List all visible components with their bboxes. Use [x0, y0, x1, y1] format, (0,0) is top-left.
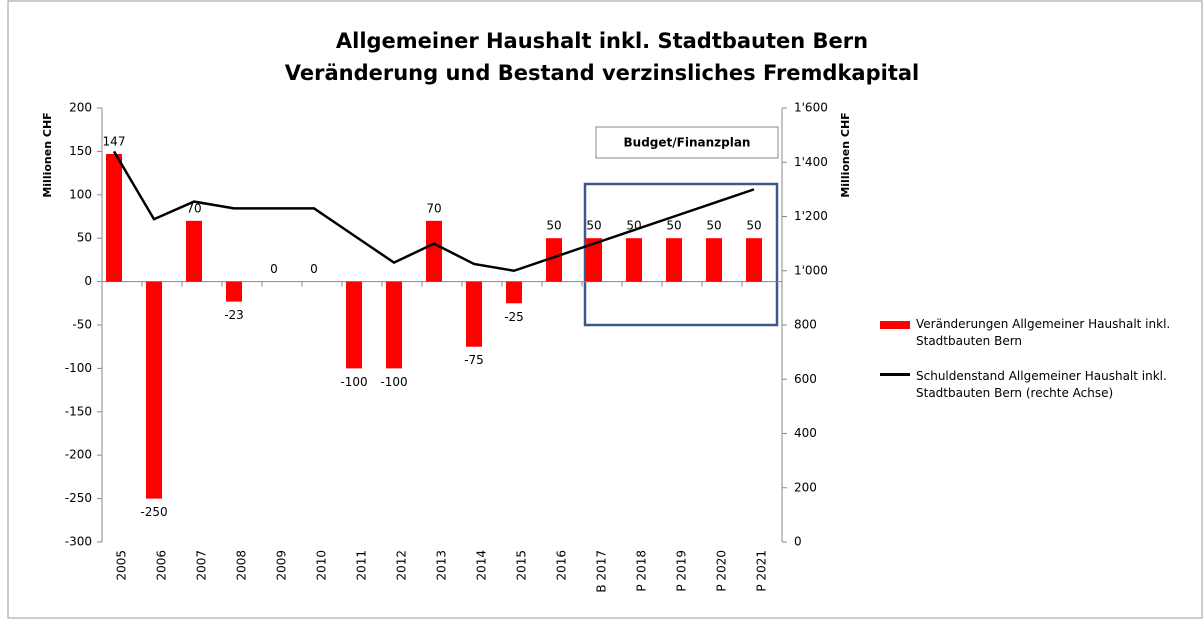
y-tick-label: 50 — [77, 231, 92, 245]
y2-tick-label: 800 — [794, 318, 817, 332]
y2-tick-label: 0 — [794, 535, 802, 549]
bar — [466, 281, 482, 347]
bar — [666, 238, 682, 282]
data-label: 0 — [270, 262, 278, 276]
bar — [586, 238, 602, 282]
y2-tick-label: 1'200 — [794, 209, 828, 223]
legend-swatch — [880, 321, 910, 329]
y-tick-label: 0 — [84, 274, 92, 288]
x-tick-label: B 2017 — [595, 550, 609, 593]
data-label: -75 — [464, 353, 484, 367]
data-label: 147 — [103, 135, 126, 149]
x-tick-label: 2015 — [515, 550, 529, 581]
y-tick-label: 200 — [69, 101, 92, 115]
y-tick-label: -200 — [65, 448, 92, 462]
legend-item: Schuldenstand Allgemeiner Haushalt inkl.… — [880, 368, 1180, 402]
x-tick-label: 2013 — [435, 550, 449, 581]
x-tick-label: P 2018 — [635, 550, 649, 592]
data-label: -23 — [224, 308, 244, 322]
y-tick-label: -100 — [65, 361, 92, 375]
x-tick-label: 2009 — [275, 550, 289, 581]
data-label: 50 — [586, 219, 601, 233]
data-label: -100 — [380, 375, 407, 389]
x-tick-label: 2011 — [355, 550, 369, 581]
legend-swatch — [880, 373, 910, 376]
forecast-box — [583, 182, 779, 327]
bar — [546, 238, 562, 282]
annotation: Budget/Finanzplan — [624, 136, 751, 150]
x-tick-label: 2005 — [115, 550, 129, 581]
chart-title: Allgemeiner Haushalt inkl. Stadtbauten B… — [336, 29, 868, 53]
bar — [386, 281, 402, 369]
data-label: 50 — [706, 219, 721, 233]
data-label: -25 — [504, 310, 524, 324]
y2-tick-label: 1'000 — [794, 263, 828, 277]
bar — [426, 220, 442, 282]
y-axis-title: Millionen CHF — [41, 112, 54, 197]
x-tick-label: 2010 — [315, 550, 329, 581]
bar — [226, 281, 242, 302]
data-label: 0 — [310, 262, 318, 276]
y2-tick-label: 600 — [794, 372, 817, 386]
bar — [346, 281, 362, 369]
annotation-box — [595, 126, 779, 159]
bar — [506, 281, 522, 304]
x-tick-label: P 2020 — [715, 550, 729, 592]
legend-label: Schuldenstand Allgemeiner Haushalt inkl.… — [916, 369, 1167, 400]
data-label: -100 — [340, 375, 367, 389]
y-tick-label: -50 — [72, 318, 92, 332]
y2-axis-title: Millionen CHF — [839, 112, 852, 197]
x-tick-label: 2006 — [155, 550, 169, 581]
y-tick-label: -150 — [65, 404, 92, 418]
data-label: 70 — [186, 201, 201, 215]
x-tick-label: P 2019 — [675, 550, 689, 592]
bar — [146, 281, 162, 499]
line — [112, 150, 755, 273]
x-tick-label: P 2021 — [755, 550, 769, 592]
data-label: 70 — [426, 201, 441, 215]
y-tick-label: -250 — [65, 491, 92, 505]
chart-subtitle: Veränderung und Bestand verzinsliches Fr… — [285, 61, 920, 85]
chart-frame — [7, 0, 1203, 619]
y-tick-label: 150 — [69, 144, 92, 158]
y2-tick-label: 400 — [794, 426, 817, 440]
y2-tick-label: 200 — [794, 480, 817, 494]
y-tick-label: 100 — [69, 187, 92, 201]
data-label: 50 — [746, 219, 761, 233]
data-label: -250 — [140, 505, 167, 519]
bar — [626, 238, 642, 282]
y-tick-label: -300 — [65, 535, 92, 549]
legend-label: Veränderungen Allgemeiner Haushalt inkl.… — [916, 317, 1171, 348]
data-label: 50 — [546, 219, 561, 233]
data-label: 50 — [666, 219, 681, 233]
bar — [106, 154, 122, 282]
bar — [186, 220, 202, 282]
legend-item: Veränderungen Allgemeiner Haushalt inkl.… — [880, 316, 1180, 350]
x-tick-label: 2016 — [555, 550, 569, 581]
x-tick-label: 2012 — [395, 550, 409, 581]
x-tick-label: 2007 — [195, 550, 209, 581]
legend: Veränderungen Allgemeiner Haushalt inkl.… — [880, 316, 1180, 420]
bar — [746, 238, 762, 282]
x-tick-label: 2014 — [475, 550, 489, 581]
y2-tick-label: 1'400 — [794, 155, 828, 169]
x-tick-label: 2008 — [235, 550, 249, 581]
bar — [706, 238, 722, 282]
y2-tick-label: 1'600 — [794, 101, 828, 115]
